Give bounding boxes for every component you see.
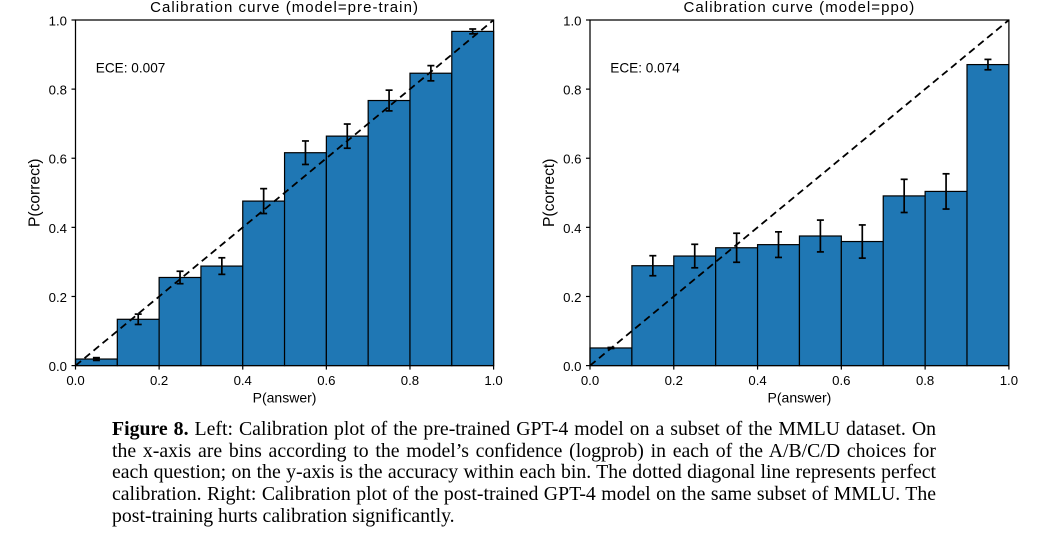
svg-text:1.0: 1.0	[1000, 373, 1018, 388]
svg-text:0.4: 0.4	[49, 221, 67, 236]
svg-text:1.0: 1.0	[563, 13, 581, 28]
svg-text:0.2: 0.2	[49, 290, 67, 305]
svg-text:0.6: 0.6	[832, 373, 850, 388]
svg-text:1.0: 1.0	[484, 373, 502, 388]
svg-text:0.8: 0.8	[401, 373, 419, 388]
svg-text:0.6: 0.6	[317, 373, 335, 388]
svg-text:Calibration curve (model=pre-t: Calibration curve (model=pre-train)	[150, 0, 419, 16]
svg-text:0.0: 0.0	[581, 373, 599, 388]
svg-text:Calibration curve (model=ppo): Calibration curve (model=ppo)	[684, 0, 916, 16]
svg-text:P(correct): P(correct)	[26, 159, 43, 227]
svg-text:0.8: 0.8	[563, 83, 581, 98]
svg-text:0.4: 0.4	[748, 373, 766, 388]
svg-text:0.0: 0.0	[563, 359, 581, 374]
svg-text:0.6: 0.6	[563, 152, 581, 167]
svg-text:P(answer): P(answer)	[768, 389, 832, 405]
svg-text:0.2: 0.2	[665, 373, 683, 388]
svg-text:0.0: 0.0	[66, 373, 84, 388]
svg-text:0.8: 0.8	[49, 83, 67, 98]
svg-text:0.4: 0.4	[234, 373, 252, 388]
svg-text:ECE: 0.007: ECE: 0.007	[96, 60, 166, 75]
svg-text:0.0: 0.0	[49, 359, 67, 374]
svg-text:P(correct): P(correct)	[541, 159, 558, 227]
svg-text:0.2: 0.2	[150, 373, 168, 388]
svg-text:P(answer): P(answer)	[253, 389, 317, 405]
svg-text:0.6: 0.6	[49, 152, 67, 167]
svg-text:1.0: 1.0	[49, 13, 67, 28]
svg-text:0.8: 0.8	[916, 373, 934, 388]
svg-text:0.4: 0.4	[563, 221, 581, 236]
svg-text:0.2: 0.2	[563, 290, 581, 305]
svg-text:ECE: 0.074: ECE: 0.074	[610, 60, 680, 75]
